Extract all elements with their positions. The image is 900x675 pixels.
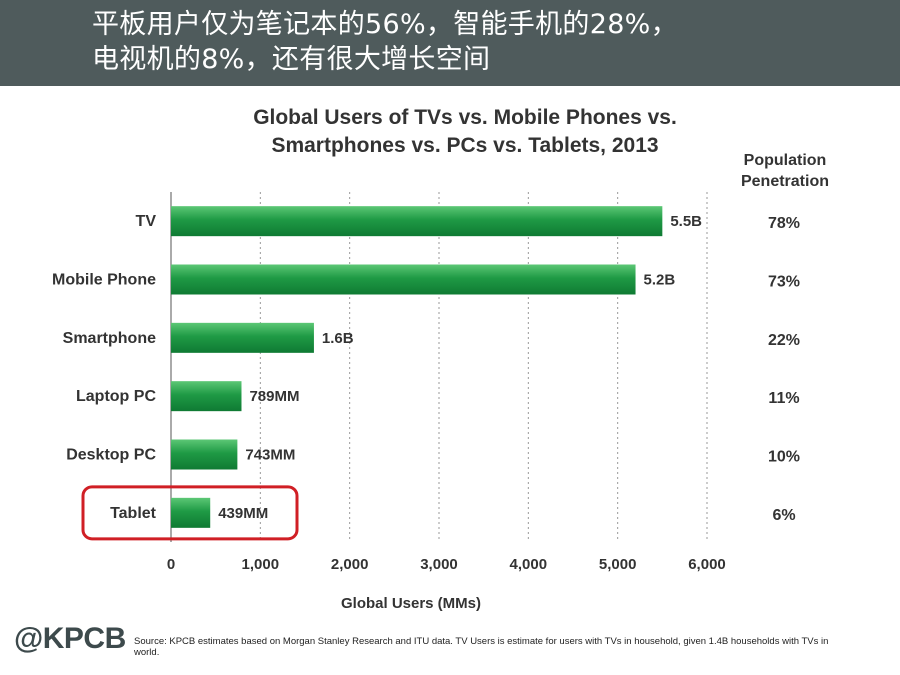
bar-smartphone <box>171 322 314 353</box>
category-labels: TV Mobile Phone Smartphone Laptop PC Desktop… <box>52 213 157 522</box>
data-label: 5.2B <box>644 272 676 289</box>
x-tick-labels: 0 1,000 2,000 3,000 4,000 5,000 6,000 <box>167 556 726 573</box>
category-label: Desktop PC <box>66 447 156 464</box>
x-tick-label: 1,000 <box>242 556 280 573</box>
category-label: Tablet <box>110 505 157 522</box>
bars-group: 5.5B 5.2B 1.6B 789MM 743MM 439MM <box>81 206 702 541</box>
penetration-value: 11% <box>768 390 799 407</box>
x-tick-label: 5,000 <box>599 556 637 573</box>
source-note: Source: KPCB estimates based on Morgan S… <box>134 636 829 658</box>
x-tick-label: 0 <box>167 556 175 573</box>
bar-laptop-pc <box>171 381 242 412</box>
x-tick-label: 4,000 <box>510 556 548 573</box>
data-label: 439MM <box>218 505 268 522</box>
grid-lines <box>170 192 708 542</box>
tablet-highlight-box <box>81 485 299 541</box>
data-label: 789MM <box>249 388 299 405</box>
penetration-header: Population Penetration <box>718 150 852 192</box>
x-tick-label: 3,000 <box>420 556 458 573</box>
category-label: Smartphone <box>63 330 156 347</box>
bar-desktop-pc <box>171 439 238 470</box>
penetration-value: 78% <box>768 215 800 232</box>
penetration-header-line-1: Population <box>743 152 827 169</box>
bar-tablet <box>171 497 211 528</box>
chart-title: Global Users of TVs vs. Mobile Phones vs… <box>160 104 770 160</box>
penetration-value: 22% <box>768 332 800 349</box>
bar-tv <box>171 206 663 237</box>
header-banner: 平板用户仅为笔记本的56%，智能手机的28%， 电视机的8%，还有很大增长空间 <box>0 0 900 86</box>
category-label: Laptop PC <box>76 388 156 405</box>
category-label: Mobile Phone <box>52 272 156 289</box>
penetration-values: 78% 73% 22% 11% 10% 6% <box>768 215 800 524</box>
kpcb-logo: @KPCB <box>14 622 126 655</box>
category-label: TV <box>136 213 157 230</box>
chart-title-line-2: Smartphones vs. PCs vs. Tablets, 2013 <box>271 134 659 157</box>
penetration-header-line-2: Penetration <box>740 173 829 190</box>
x-tick-label: 2,000 <box>331 556 369 573</box>
banner-line-1: 平板用户仅为笔记本的56%，智能手机的28%， <box>92 9 678 40</box>
x-axis-label: Global Users (MMs) <box>341 595 481 612</box>
data-label: 743MM <box>245 447 295 464</box>
data-label: 1.6B <box>322 330 354 347</box>
penetration-value: 10% <box>768 449 800 466</box>
data-label: 5.5B <box>670 213 702 230</box>
bar-mobile-phone <box>171 264 636 295</box>
chart-title-line-1: Global Users of TVs vs. Mobile Phones vs… <box>253 106 677 129</box>
penetration-value: 6% <box>772 507 795 524</box>
penetration-value: 73% <box>768 274 800 291</box>
x-tick-label: 6,000 <box>688 556 726 573</box>
banner-line-2: 电视机的8%，还有很大增长空间 <box>92 44 491 75</box>
